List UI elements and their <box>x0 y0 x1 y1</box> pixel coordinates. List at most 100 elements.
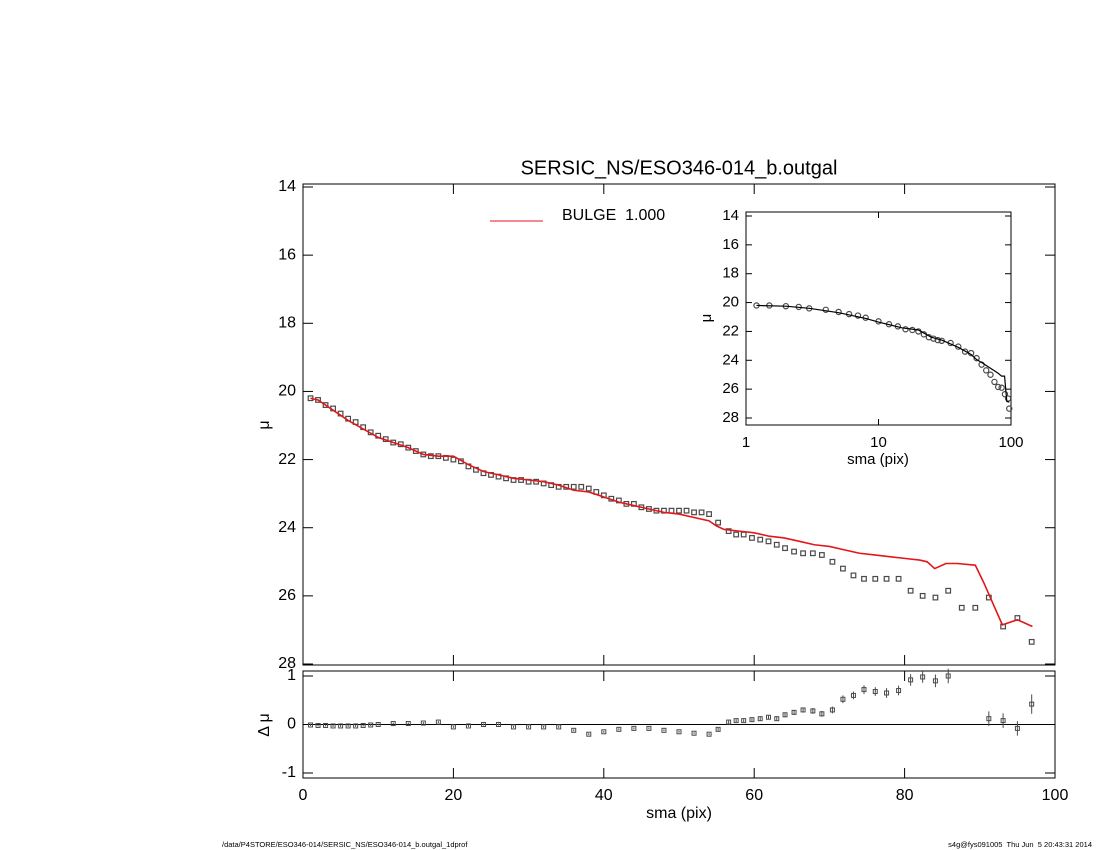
data-point <box>872 575 879 582</box>
data-point <box>556 724 562 730</box>
data-point <box>1028 638 1035 645</box>
y-axis-label: μ <box>256 420 273 429</box>
data-point <box>661 727 667 733</box>
y-tick-label: -1 <box>282 764 296 781</box>
inset-x-label: sma (pix) <box>847 451 909 468</box>
y-tick-label: 22 <box>278 451 296 468</box>
x-tick-label: 20 <box>445 787 463 804</box>
data-point <box>840 696 846 702</box>
data-point <box>757 536 764 543</box>
data-point <box>322 402 329 408</box>
data-point <box>983 367 990 374</box>
data-point <box>991 378 998 386</box>
data-point <box>782 545 788 552</box>
data-point <box>715 519 722 526</box>
data-point <box>586 731 592 737</box>
model-line <box>310 397 1033 628</box>
inset-y-label: μ <box>698 314 715 323</box>
model-line <box>756 304 1010 403</box>
data-point <box>872 689 878 695</box>
y-tick-label: 1 <box>287 667 296 684</box>
data-point <box>691 509 697 516</box>
data-point <box>829 707 835 713</box>
data-point <box>749 535 755 541</box>
data-point <box>480 722 486 727</box>
data-point <box>733 531 740 538</box>
data-point <box>733 718 739 724</box>
x-tick-label: 60 <box>745 787 763 804</box>
x-tick-label: 40 <box>595 787 613 804</box>
data-point <box>330 723 336 729</box>
data-point <box>908 677 914 683</box>
y-tick-label: 24 <box>722 351 739 368</box>
data-point <box>691 730 697 736</box>
data-point <box>994 383 1002 391</box>
data-point <box>818 552 825 558</box>
y-tick-label: 18 <box>722 265 739 282</box>
data-point <box>323 722 329 728</box>
data-point <box>902 326 909 333</box>
data-point <box>1000 718 1006 724</box>
data-point <box>450 724 456 730</box>
data-point <box>420 720 426 726</box>
data-point <box>895 575 902 582</box>
data-point <box>715 726 721 732</box>
data-point <box>345 723 351 729</box>
x-tick-label: 1 <box>742 434 750 451</box>
data-point <box>578 483 585 490</box>
main-frame <box>302 183 1056 666</box>
data-point <box>390 721 396 727</box>
y-tick-label: 18 <box>278 315 296 332</box>
y-tick-label: 24 <box>278 519 296 536</box>
data-point <box>368 722 374 728</box>
data-point <box>631 725 637 731</box>
data-point <box>973 354 980 362</box>
data-point <box>800 707 806 713</box>
data-point <box>706 511 712 517</box>
data-point <box>920 674 926 680</box>
data-point <box>998 384 1005 391</box>
data-point <box>919 592 926 599</box>
x-tick-label: 100 <box>998 434 1023 451</box>
data-point <box>861 575 867 582</box>
data-point <box>958 604 965 611</box>
y-tick-label: 22 <box>722 322 739 339</box>
y-tick-label: 0 <box>287 716 296 733</box>
data-point <box>986 716 992 722</box>
data-point <box>773 541 780 548</box>
data-point <box>646 725 652 731</box>
data-point <box>850 572 857 579</box>
data-point <box>961 348 969 355</box>
legend-label: BULGE 1.000 <box>562 207 665 224</box>
data-point <box>749 717 755 723</box>
footer-stamp: s4g@fys091005 Thu Jun 5 20:43:31 2014 <box>948 840 1092 849</box>
data-point <box>932 678 938 684</box>
data-point <box>676 507 682 514</box>
y-tick-label: 16 <box>278 246 296 263</box>
data-point <box>907 587 914 594</box>
y-tick-label: 26 <box>278 587 296 604</box>
data-point <box>884 690 890 696</box>
data-point <box>757 716 763 722</box>
y-tick-label: 14 <box>722 207 739 224</box>
data-point <box>585 485 592 492</box>
y-tick-label: 28 <box>722 409 739 426</box>
data-point <box>1006 405 1013 412</box>
data-point <box>945 587 952 594</box>
data-point <box>829 558 836 565</box>
y-tick-label: 26 <box>722 380 739 397</box>
data-point <box>854 312 862 319</box>
data-point <box>353 723 359 729</box>
data-point <box>861 687 867 693</box>
data-point <box>883 575 890 582</box>
data-point <box>850 692 856 698</box>
data-point <box>782 712 788 718</box>
y-tick-label: 16 <box>722 236 739 253</box>
data-point <box>726 719 732 725</box>
y-tick-label: 28 <box>278 655 296 672</box>
data-point <box>810 708 816 714</box>
chart-title: SERSIC_NS/ESO346-014_b.outgal <box>521 157 838 179</box>
data-point <box>698 509 705 516</box>
